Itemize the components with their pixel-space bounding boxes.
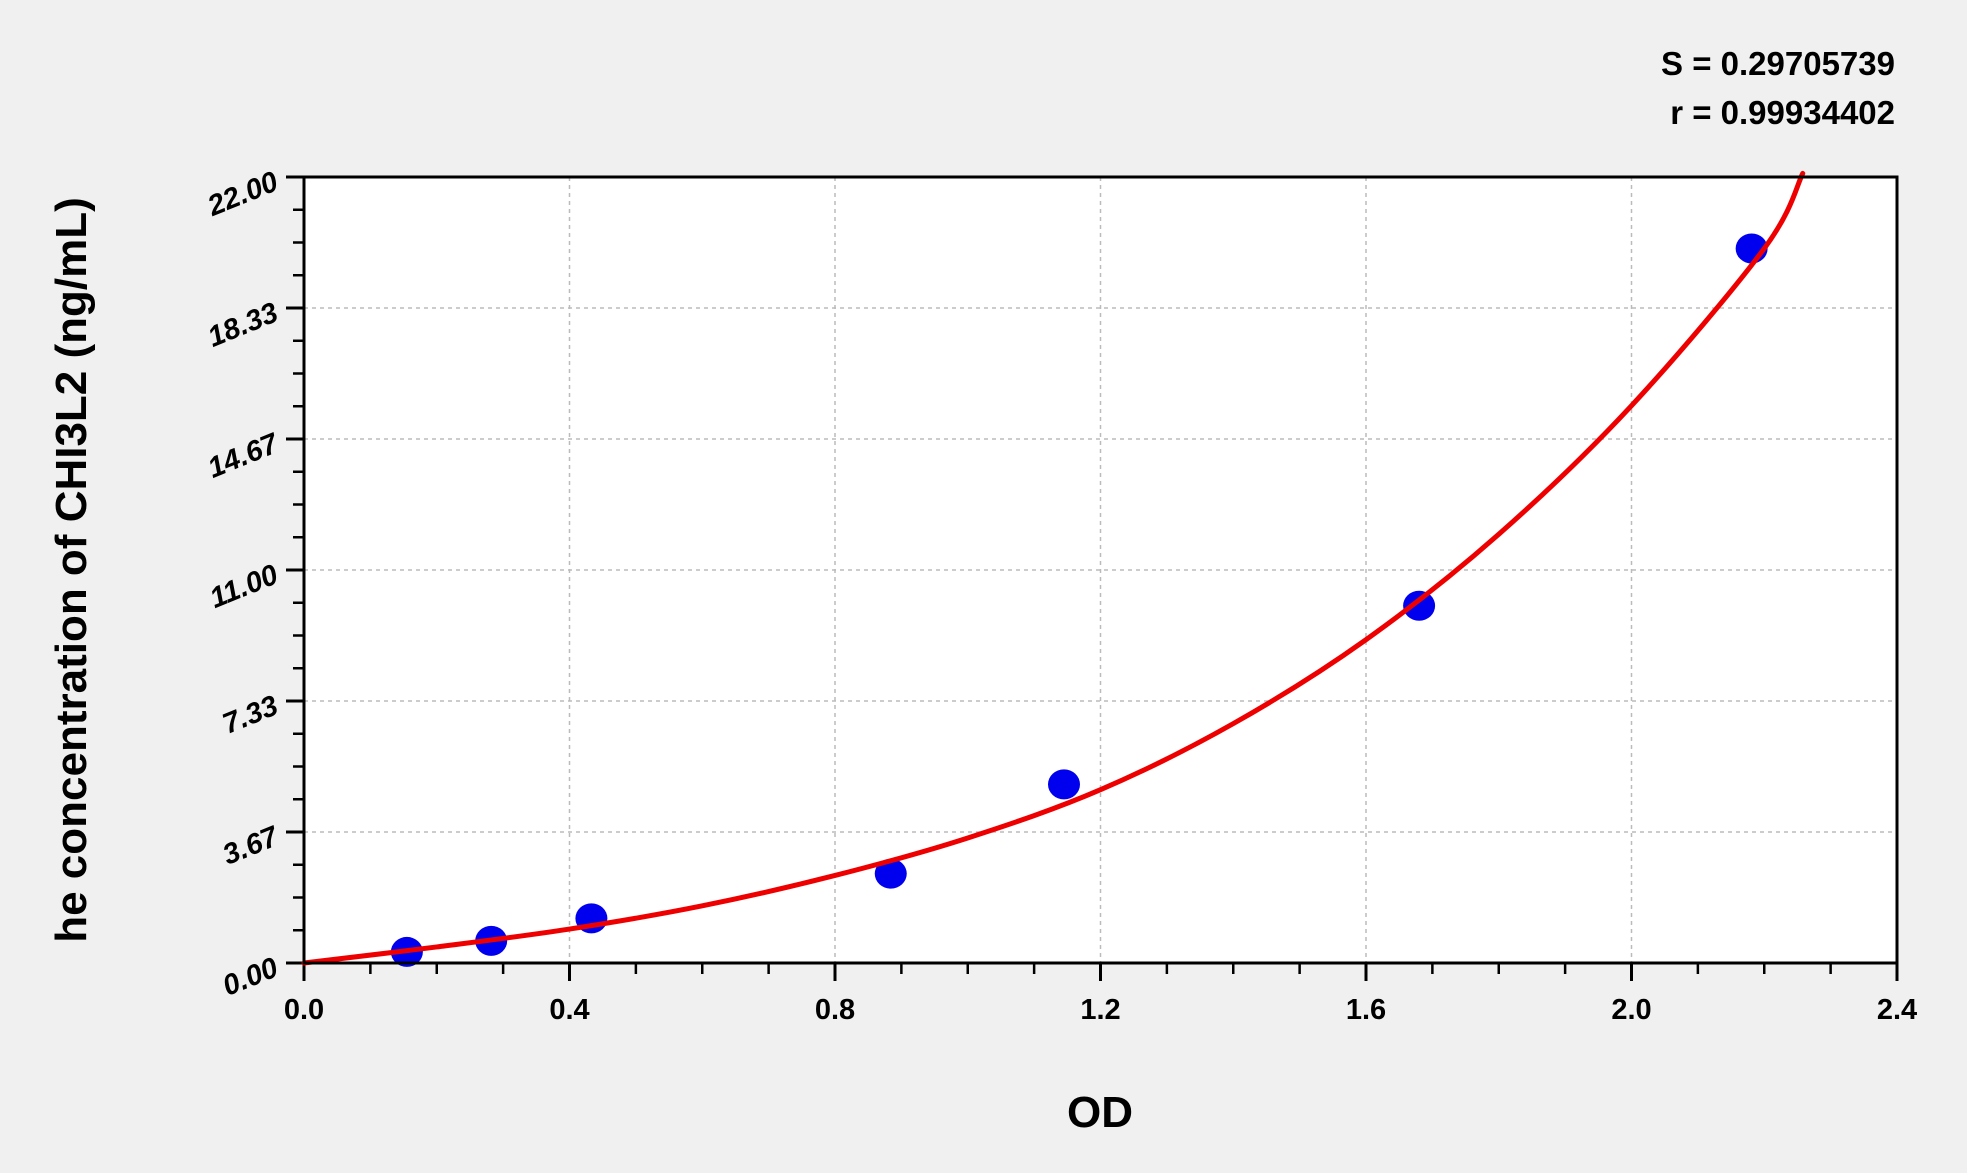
grid (304, 177, 1897, 963)
fit-curve (301, 170, 1806, 966)
x-tick-label: 1.6 (1346, 994, 1386, 1026)
s-statistic: S = 0.29705739 (1661, 45, 1895, 82)
x-axis-label: OD (1067, 1088, 1133, 1137)
plot-frame (302, 175, 1899, 965)
x-tick-label: 1.2 (1080, 994, 1120, 1026)
x-tick-label: 2.0 (1611, 994, 1651, 1026)
x-tick-label: 0.0 (284, 994, 324, 1026)
x-tick-label: 0.8 (815, 994, 855, 1026)
r-statistic: r = 0.99934402 (1670, 94, 1895, 131)
x-tick-label: 2.4 (1877, 994, 1917, 1026)
y-axis-label: he concentration of CHI3L2 (ng/mL) (47, 197, 96, 943)
data-point (1403, 590, 1436, 621)
fit-curve-group (301, 170, 1806, 966)
data-point (874, 858, 907, 889)
x-tick-label: 0.4 (549, 994, 589, 1026)
data-point (1047, 769, 1080, 800)
